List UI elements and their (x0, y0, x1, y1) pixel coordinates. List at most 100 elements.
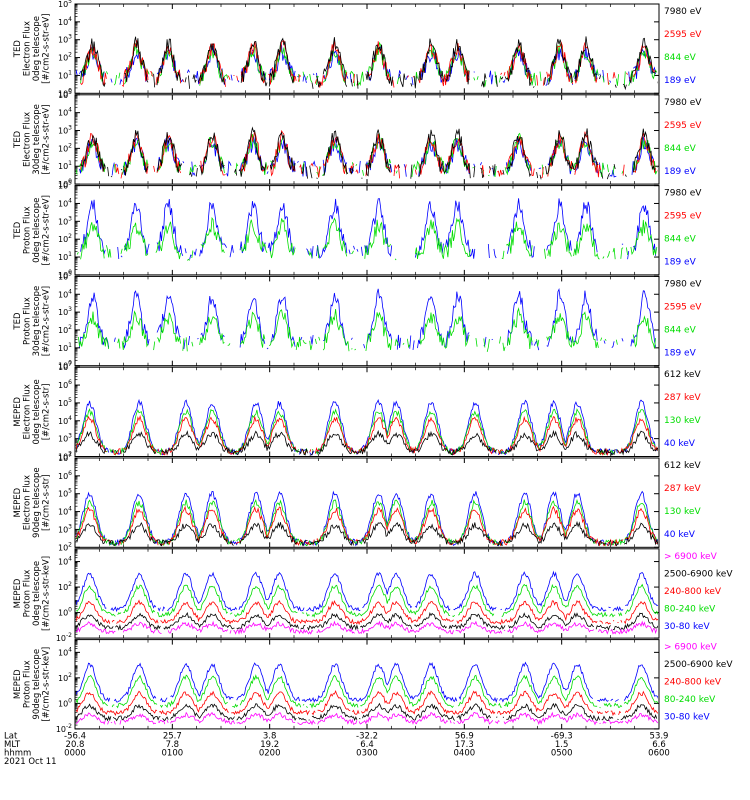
data-traces (76, 570, 658, 634)
footer-value: 25.7 (163, 731, 182, 741)
data-traces (76, 198, 658, 260)
y-axis-label: MEPEDProton Flux90deg telescope[#/cm2-s-… (13, 647, 52, 722)
y-axis-label: MEPEDElectron Flux0deg telescope[#/cm2-s… (13, 379, 52, 444)
legend-entry: 40 keV (664, 530, 696, 540)
legend-entry: 130 keV (664, 416, 701, 426)
y-tick-label: 104 (58, 415, 72, 426)
y-tick-label: 103 (58, 523, 72, 534)
footer-value: 0500 (551, 748, 573, 758)
series-line (76, 674, 658, 709)
panel-6: 102 103 104 105 106 107 MEPEDElectron Flux90de… (13, 452, 701, 552)
y-axis-label: TEDProton Flux0deg telescope[#/cm2-s-str… (13, 195, 52, 265)
legend-entry: 2595 eV (664, 30, 702, 40)
footer-value: 17.3 (455, 740, 474, 750)
series-line (76, 711, 658, 726)
y-tick-label: 104 (58, 197, 72, 208)
y-tick-label: 104 (58, 556, 72, 567)
series-line (76, 520, 658, 547)
y-tick-label: 101 (58, 251, 72, 262)
legend-entry: 2595 eV (664, 212, 702, 222)
footer-value: -69.3 (551, 731, 573, 741)
series-line (76, 414, 658, 456)
footer-value: 7.8 (166, 740, 180, 750)
footer-row-label: hhmm (4, 748, 31, 758)
y-tick-label: 106 (58, 379, 72, 390)
footer-value: 20.8 (66, 740, 85, 750)
footer-value: -56.4 (64, 731, 86, 741)
series-line (80, 126, 658, 180)
y-tick-label: 104 (58, 107, 72, 118)
footer-value: 53.9 (650, 731, 669, 741)
y-tick-label: 100 (58, 697, 72, 708)
y-tick-label: 102 (58, 142, 72, 153)
panel-7: 10-2 100 102 104 MEPEDProton Flux0deg telesc… (13, 548, 733, 643)
series-line (81, 198, 658, 259)
y-tick-label: 100 (58, 607, 72, 618)
y-tick-label: 102 (58, 541, 72, 552)
footer-value: 6.4 (360, 740, 374, 750)
panel-frame (74, 457, 660, 548)
panel-2: 100 101 102 103 104 105 TEDElectron Flux30deg … (13, 89, 702, 189)
y-tick-label: 100 (58, 178, 72, 189)
panel-frame (74, 639, 660, 730)
y-axis-label: TEDElectron Flux30deg telescope[#/cm2-s-… (13, 104, 52, 175)
series-line (76, 689, 658, 717)
footer-value: 1.5 (555, 740, 569, 750)
footer-value: 0600 (648, 748, 670, 758)
series-line (76, 611, 658, 632)
panel-1: 100 101 102 103 104 105 TEDElectron Flux0deg t… (13, 0, 702, 98)
data-traces (76, 126, 658, 180)
y-tick-label: 100 (58, 87, 72, 98)
legend-entry: 2500-6900 keV (664, 660, 733, 670)
data-traces (76, 490, 658, 547)
y-axis-label: TEDElectron Flux0deg telescope[#/cm2-s-s… (13, 13, 52, 83)
legend-entry: 189 eV (664, 76, 697, 86)
legend-entry: 844 eV (664, 144, 697, 154)
footer-value: 0200 (259, 748, 281, 758)
legend-entry: 130 keV (664, 507, 701, 517)
legend-entry: 612 keV (664, 370, 701, 380)
legend-entry: 2595 eV (664, 121, 702, 131)
panel-8: 10-2 100 102 104 MEPEDProton Flux90deg teles… (13, 639, 733, 734)
footer-value: 56.9 (455, 731, 474, 741)
series-line (76, 599, 658, 625)
y-tick-label: 102 (58, 324, 72, 335)
y-tick-label: 107 (58, 452, 72, 463)
y-tick-label: 101 (58, 160, 72, 171)
data-traces (76, 661, 658, 726)
y-tick-label: 100 (58, 360, 72, 371)
legend-entry: 2595 eV (664, 302, 702, 312)
y-tick-label: 102 (58, 52, 72, 63)
y-tick-label: 102 (58, 672, 72, 683)
y-tick-label: 101 (58, 69, 72, 80)
legend-entry: 7980 eV (664, 189, 702, 199)
y-tick-label: 102 (58, 451, 72, 462)
y-tick-label: 105 (58, 0, 72, 9)
series-line (76, 583, 658, 618)
y-tick-label: 104 (58, 16, 72, 27)
y-tick-label: 105 (58, 397, 72, 408)
y-tick-label: 102 (58, 581, 72, 592)
y-tick-label: 10-2 (56, 723, 72, 734)
footer-value: 0100 (162, 748, 184, 758)
footer-value: 0400 (454, 748, 476, 758)
y-tick-label: 105 (58, 89, 72, 100)
panel-4: 100 101 102 103 104 105 TEDProton Flux30deg te… (13, 270, 702, 370)
legend-entry: > 6900 keV (664, 643, 718, 653)
footer-value: 0000 (64, 748, 86, 758)
panel-5: 102 103 104 105 106 107 MEPEDElectron Flux0deg… (13, 361, 701, 461)
series-line (76, 499, 658, 547)
legend-entry: 80-240 keV (664, 604, 716, 614)
legend-entry: 30-80 keV (664, 622, 710, 632)
legend-entry: 2500-6900 keV (664, 569, 733, 579)
footer-value: -32.2 (356, 731, 378, 741)
legend-entry: 7980 eV (664, 279, 702, 289)
footer-axis: Lat -56.4 25.7 3.8 -32.2 56.9 -69.3 53.9 MLT 20.8… (4, 731, 670, 767)
y-tick-label: 10-2 (56, 632, 72, 643)
legend-entry: 287 keV (664, 484, 701, 494)
footer-value: 0300 (356, 748, 378, 758)
legend-entry: 844 eV (664, 53, 697, 63)
y-tick-label: 105 (58, 180, 72, 191)
legend-entry: 240-800 keV (664, 587, 722, 597)
